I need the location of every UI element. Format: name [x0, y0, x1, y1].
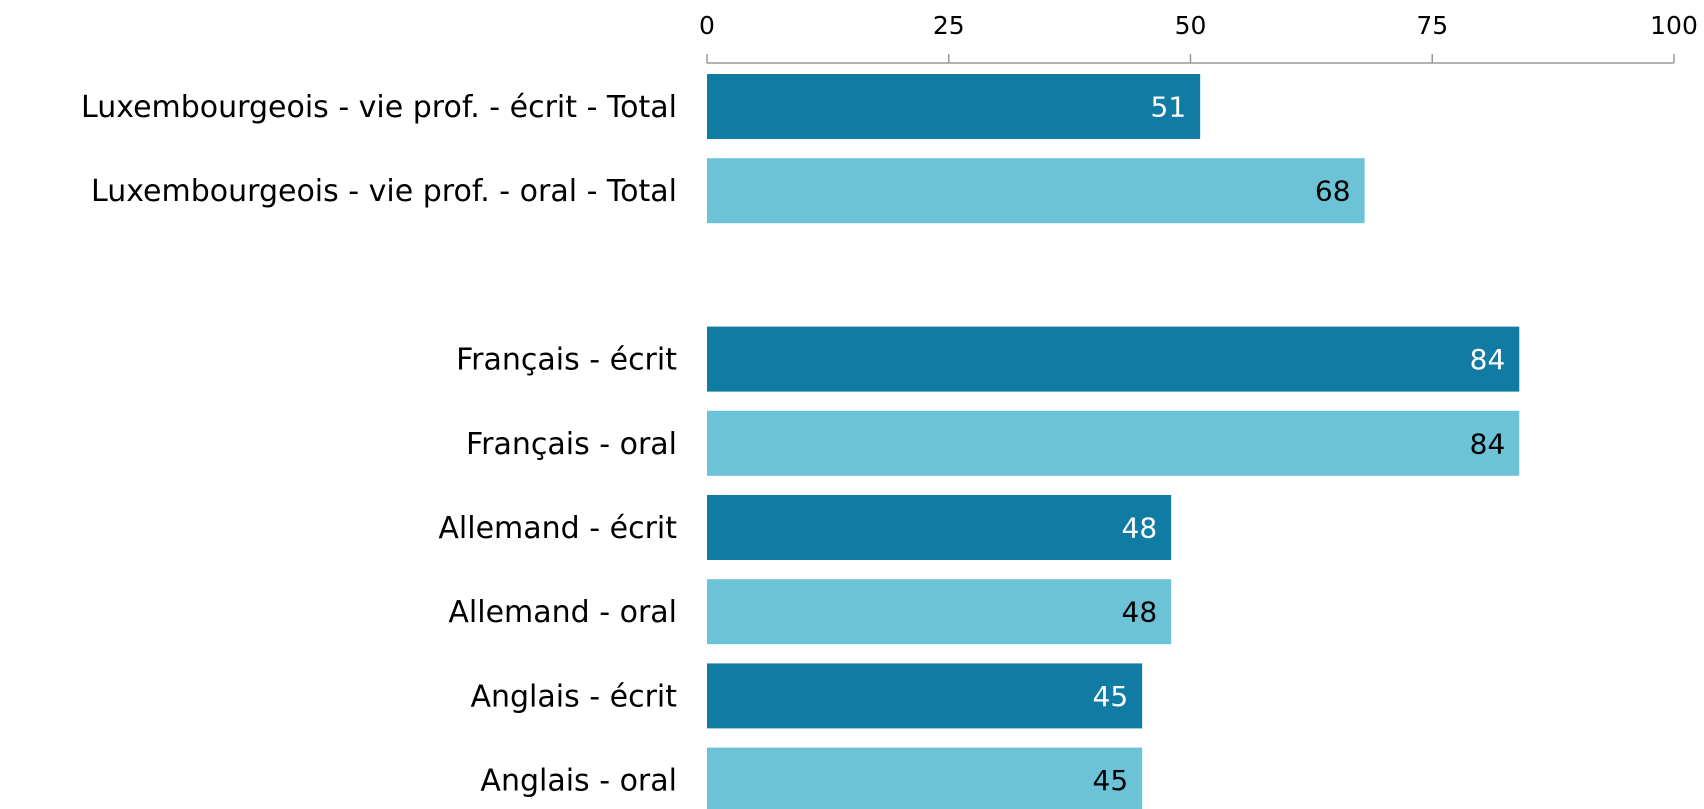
bar	[707, 74, 1201, 139]
category-label: Anglais - écrit	[470, 679, 677, 714]
value-label: 48	[1122, 596, 1158, 629]
value-label: 84	[1470, 427, 1506, 460]
value-label: 51	[1151, 91, 1187, 124]
value-label: 45	[1093, 680, 1129, 713]
x-tick-label: 25	[933, 11, 965, 40]
category-label: Allemand - écrit	[438, 511, 677, 546]
value-label: 45	[1093, 764, 1129, 797]
x-tick-label: 50	[1175, 11, 1207, 40]
category-label: Français - écrit	[456, 343, 677, 378]
category-label: Allemand - oral	[448, 595, 677, 630]
value-label: 68	[1315, 175, 1351, 208]
bar	[707, 326, 1520, 392]
x-tick-label: 75	[1416, 11, 1448, 40]
category-label: Anglais - oral	[480, 764, 677, 799]
bar	[707, 579, 1172, 645]
category-label: Luxembourgeois - vie prof. - écrit - Tot…	[81, 90, 677, 125]
bar	[707, 158, 1365, 224]
x-tick-label: 0	[699, 11, 715, 40]
bar	[707, 747, 1143, 809]
bar	[707, 495, 1172, 560]
category-label: Luxembourgeois - vie prof. - oral - Tota…	[91, 174, 677, 209]
bar	[707, 410, 1520, 476]
bar	[707, 663, 1143, 729]
value-label: 84	[1470, 343, 1506, 376]
x-tick-label: 100	[1650, 11, 1698, 40]
category-label: Français - oral	[466, 427, 677, 462]
value-label: 48	[1122, 512, 1158, 545]
